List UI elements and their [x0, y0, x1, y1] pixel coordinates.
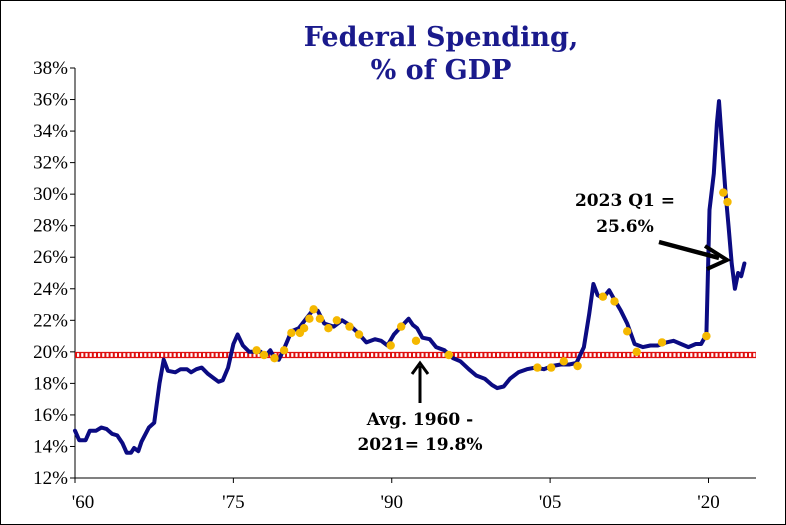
highlight-point	[573, 361, 582, 371]
y-tick-label: 14%	[33, 436, 68, 457]
highlight-point	[259, 350, 269, 360]
highlight-point	[547, 363, 556, 372]
highlight-point	[279, 346, 289, 355]
spending-series-line	[73, 99, 747, 455]
y-tick-label: 30%	[33, 184, 68, 205]
y-tick-label: 28%	[33, 216, 68, 237]
highlight-point	[397, 322, 406, 331]
x-axis-ticks: '60 '75 '90 '05 '20	[72, 478, 720, 513]
y-tick-label: 16%	[33, 405, 68, 426]
highlight-point	[386, 341, 395, 350]
highlight-point	[252, 346, 261, 355]
x-tick-label: '75	[222, 492, 244, 513]
highlight-point	[632, 347, 641, 356]
highlight-point	[598, 292, 608, 301]
y-tick-label: 24%	[33, 279, 68, 300]
highlight-point	[315, 314, 325, 323]
y-tick-label: 32%	[33, 153, 68, 174]
y-tick-label: 34%	[33, 121, 68, 142]
highlight-point	[610, 297, 619, 306]
highlight-point	[287, 328, 296, 338]
x-tick-label: '60	[72, 492, 94, 513]
y-tick-label: 22%	[33, 310, 68, 331]
highlight-point	[324, 324, 333, 333]
highlight-point	[270, 354, 279, 363]
arrow-to-2023-q1-icon	[658, 239, 732, 271]
highlight-point	[411, 336, 421, 345]
highlight-point	[299, 324, 309, 333]
y-tick-label: 20%	[33, 342, 68, 363]
chart-title: Federal Spending,	[304, 22, 579, 53]
highlight-point	[559, 357, 568, 366]
average-reference-line	[75, 351, 756, 359]
highlight-point	[354, 330, 364, 339]
highlight-point	[309, 305, 318, 314]
annotation-2023-q1-line1: 2023 Q1 =	[575, 191, 675, 211]
y-tick-label: 12%	[33, 468, 68, 489]
y-tick-label: 18%	[33, 373, 68, 394]
annotation-average-line1: Avg. 1960 -	[366, 410, 473, 430]
x-tick-label: '90	[381, 492, 403, 513]
y-tick-label: 26%	[33, 247, 68, 268]
arrow-to-average-icon	[410, 360, 430, 403]
highlight-point	[345, 322, 354, 331]
highlight-point	[719, 188, 728, 197]
annotation-average-line2: 2021= 19.8%	[357, 435, 482, 455]
y-axis-ticks: 12% 14% 16% 18% 20% 22% 24% 26% 28% 30% 32% 34% 36% 3…	[33, 58, 75, 489]
y-tick-label: 38%	[33, 58, 68, 79]
highlight-point	[444, 350, 453, 360]
highlight-point	[723, 197, 732, 207]
highlight-point	[533, 363, 542, 372]
highlight-point	[657, 338, 667, 347]
highlight-points	[252, 188, 732, 372]
chart-subtitle: % of GDP	[371, 55, 512, 86]
x-tick-label: '20	[697, 492, 719, 513]
highlight-point	[305, 314, 314, 323]
y-tick-label: 36%	[33, 90, 68, 111]
annotation-2023-q1-line2: 25.6%	[596, 217, 654, 237]
x-tick-label: '05	[539, 492, 561, 513]
highlight-point	[702, 331, 711, 341]
highlight-point	[332, 316, 341, 325]
highlight-point	[623, 327, 632, 336]
